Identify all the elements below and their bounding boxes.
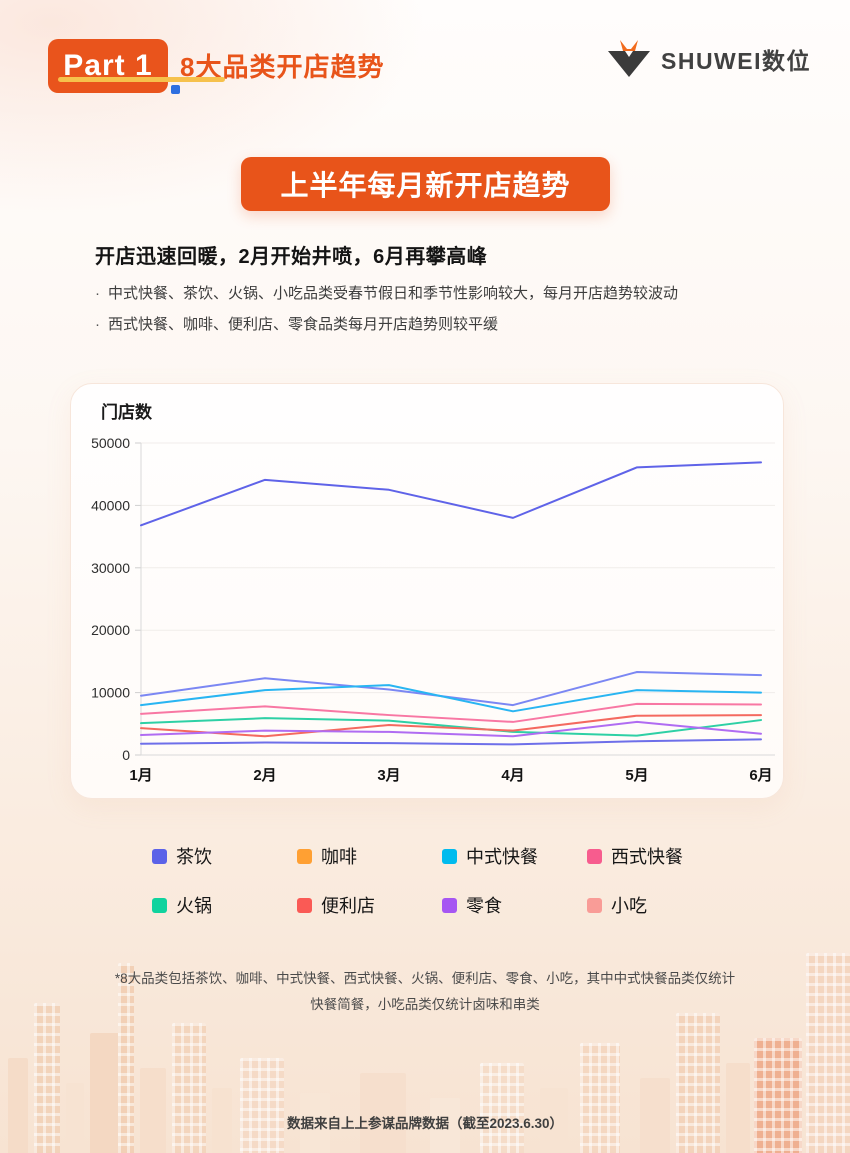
- footnote-line: *8大品类包括茶饮、咖啡、中式快餐、西式快餐、火锅、便利店、零食、小吃，其中中式…: [114, 971, 736, 986]
- legend-item-中式快餐: 中式快餐: [442, 843, 587, 869]
- brand-logo: SHUWEI数位: [606, 40, 811, 78]
- legend-swatch: [152, 848, 167, 864]
- skyline-building: [806, 953, 850, 1153]
- skyline-building: [726, 1063, 750, 1153]
- chart-title: 门店数: [101, 403, 152, 422]
- bullet-item: · 中式快餐、茶饮、火锅、小吃品类受春节假日和季节性影响较大，每月开店趋势较波动: [95, 278, 678, 309]
- bullet-text: 中式快餐、茶饮、火锅、小吃品类受春节假日和季节性影响较大，每月开店趋势较波动: [108, 285, 679, 302]
- skyline-building: [66, 1083, 84, 1153]
- legend-swatch: [152, 897, 167, 913]
- series-line-零食: [140, 720, 762, 738]
- legend-swatch: [297, 848, 312, 864]
- intro-bullets: · 中式快餐、茶饮、火锅、小吃品类受春节假日和季节性影响较大，每月开店趋势较波动 …: [95, 278, 678, 340]
- fox-logo-icon: [608, 40, 650, 77]
- headline: 开店迅速回暖，2月开始井喷，6月再攀高峰: [95, 246, 488, 268]
- skyline-building: [212, 1088, 232, 1153]
- legend-item-西式快餐: 西式快餐: [587, 843, 732, 869]
- x-tick-label: 6月: [749, 767, 772, 784]
- legend-label: 茶饮: [176, 847, 212, 867]
- yellow-underline: [58, 77, 225, 82]
- footnote: *8大品类包括茶饮、咖啡、中式快餐、西式快餐、火锅、便利店、零食、小吃，其中中式…: [0, 966, 850, 1018]
- x-tick-label: 3月: [377, 767, 400, 784]
- skyline-building: [430, 1098, 460, 1153]
- legend-swatch: [587, 848, 602, 864]
- bullet-dot: ·: [95, 316, 100, 333]
- skyline-building: [140, 1068, 166, 1153]
- skyline-building: [34, 1003, 60, 1153]
- skyline-building: [172, 1023, 206, 1153]
- legend-swatch: [297, 897, 312, 913]
- skyline-building: [300, 1093, 330, 1153]
- y-tick-label: 50000: [91, 435, 130, 451]
- series-line-西式快餐: [140, 702, 762, 723]
- series-line-便利店: [140, 714, 762, 738]
- bullet-dot: ·: [95, 285, 100, 302]
- legend-label: 便利店: [321, 896, 375, 916]
- banner-title: 上半年每月新开店趋势: [241, 157, 610, 211]
- bullet-text: 西式快餐、咖啡、便利店、零食品类每月开店趋势则较平缓: [108, 316, 499, 333]
- skyline-building: [676, 1013, 720, 1153]
- series-line-咖啡: [140, 738, 762, 746]
- x-tick-label: 1月: [129, 767, 152, 784]
- series-line-小吃: [140, 671, 762, 707]
- legend-item-零食: 零食: [442, 892, 587, 918]
- legend-label: 小吃: [611, 896, 647, 916]
- series-line-火锅: [140, 717, 762, 737]
- legend-item-茶饮: 茶饮: [152, 843, 297, 869]
- skyline-building: [8, 1058, 28, 1153]
- x-tick-label: 4月: [501, 767, 524, 784]
- trend-chart-svg: 0 10000 20000 30000 40000 50000 1月 2月 3月 4月 5月 6月: [91, 435, 775, 784]
- skyline-building: [118, 963, 134, 1153]
- brand-name: SHUWEI数位: [661, 48, 811, 74]
- legend-item-火锅: 火锅: [152, 892, 297, 918]
- legend-swatch: [442, 897, 457, 913]
- skyline-building: [360, 1073, 406, 1153]
- y-tick-label: 40000: [91, 497, 130, 513]
- part-badge: Part 1: [48, 39, 168, 93]
- skyline-building: [240, 1058, 284, 1153]
- y-tick-label: 30000: [91, 560, 130, 576]
- y-tick-label: 20000: [91, 622, 130, 638]
- series-line-中式快餐: [140, 684, 762, 713]
- data-source: 数据来自上上参谋品牌数据（截至2023.6.30）: [286, 1116, 564, 1131]
- x-tick-label: 5月: [625, 767, 648, 784]
- skyline-building: [640, 1078, 670, 1153]
- x-tick-label: 2月: [253, 767, 276, 784]
- skyline-building: [90, 1033, 120, 1153]
- legend-label: 咖啡: [321, 847, 357, 867]
- footnote-line: 快餐简餐，小吃品类仅统计卤味和串类: [310, 997, 540, 1012]
- chart-card: 门店数 0 10000 20000 30000 40000 50000 1月 2月 3月 4月 5月…: [70, 383, 784, 799]
- skyline-building: [754, 1038, 802, 1153]
- legend-label: 西式快餐: [611, 847, 683, 867]
- legend-item-便利店: 便利店: [297, 892, 442, 918]
- bullet-item: · 西式快餐、咖啡、便利店、零食品类每月开店趋势则较平缓: [95, 309, 678, 340]
- skyline-building: [540, 1088, 568, 1153]
- blue-square-accent: [171, 85, 180, 94]
- legend-swatch: [442, 848, 457, 864]
- part-label: Part 1: [63, 49, 153, 82]
- city-skyline: [0, 903, 850, 1153]
- legend-swatch: [587, 897, 602, 913]
- chart-legend: 茶饮 咖啡 中式快餐 西式快餐火锅 便利店 零食 小吃: [152, 843, 732, 918]
- series-line-茶饮: [140, 461, 762, 527]
- legend-label: 火锅: [176, 896, 212, 916]
- legend-label: 中式快餐: [466, 847, 538, 867]
- y-tick-label: 0: [122, 747, 130, 763]
- skyline-building: [480, 1063, 524, 1153]
- legend-item-咖啡: 咖啡: [297, 843, 442, 869]
- y-tick-label: 10000: [91, 685, 130, 701]
- skyline-building: [580, 1043, 620, 1153]
- legend-item-小吃: 小吃: [587, 892, 732, 918]
- legend-label: 零食: [466, 896, 502, 916]
